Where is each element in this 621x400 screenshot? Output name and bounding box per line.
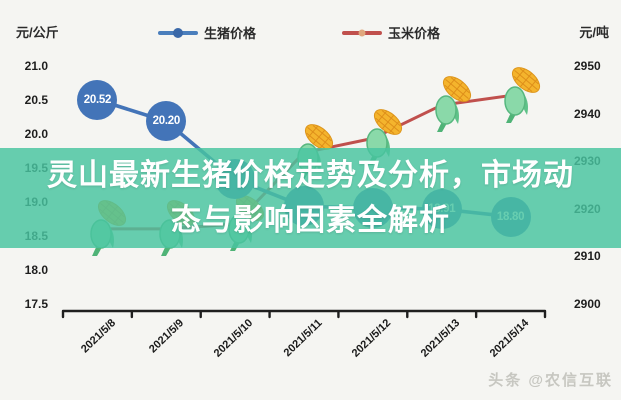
y-axis-label-right: 2940 (574, 106, 601, 121)
pig-line-marker-icon (158, 27, 198, 38)
legend-label: 玉米价格 (388, 26, 441, 41)
watermark: 头条 @农信互联 (488, 372, 613, 389)
y-axis-label-left: 18.0 (24, 263, 48, 277)
pig-point-label: 20.52 (83, 93, 112, 106)
pig-point-label: 20.20 (152, 115, 181, 128)
y-axis-label-left: 21.0 (24, 59, 48, 73)
corn-glyph (503, 66, 540, 123)
legend-item-pig-price: 生猪价格 (158, 23, 256, 42)
corn-dot-icon (358, 29, 366, 36)
left-axis-unit: 元/公斤 (16, 25, 59, 40)
corn-glyph (434, 76, 471, 133)
y-axis-label-right: 2950 (574, 59, 601, 73)
banner-title-line2: 态与影响因素全解析 (171, 204, 450, 237)
y-axis-label-left: 20.5 (24, 93, 48, 107)
y-axis-label-left: 20.0 (24, 127, 48, 141)
legend-item-corn-price: 玉米价格 (342, 23, 440, 42)
legend-label: 生猪价格 (204, 26, 257, 41)
banner-title-line1: 灵山最新生猪价格走势及分析，市场动 (47, 159, 574, 192)
corn-icon (428, 74, 474, 133)
y-axis-label-right: 2910 (574, 249, 601, 264)
corn-line-marker-icon (342, 29, 383, 36)
corn-icon (497, 65, 543, 123)
right-axis-unit: 元/吨 (579, 25, 609, 40)
title-banner: 灵山最新生猪价格走势及分析，市场动 态与影响因素全解析 (0, 148, 621, 248)
pig-price-point: 20.52 (77, 79, 118, 120)
x-axis (61, 309, 547, 319)
legend: 生猪价格 玉米价格 (158, 23, 440, 42)
y-axis-label-left: 17.5 (24, 297, 48, 311)
pig-price-point: 20.20 (146, 101, 187, 142)
y-axis-label-right: 2900 (574, 297, 601, 311)
pig-dot-icon (173, 27, 183, 38)
